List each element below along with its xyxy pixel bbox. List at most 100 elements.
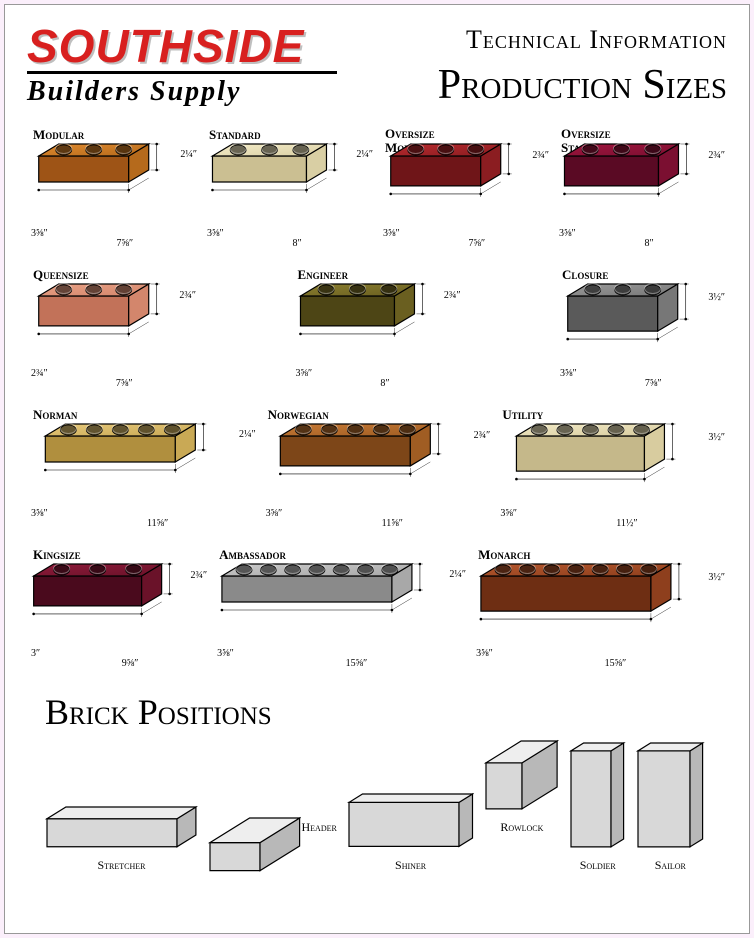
brick-width-dim: 3⅝″ — [559, 228, 576, 239]
position-brick-icon — [208, 816, 302, 873]
position-label: Sailor — [636, 858, 705, 873]
page: SOUTHSIDE Builders Supply Technical Info… — [4, 4, 750, 934]
brick-height-dim: 2¾″ — [474, 430, 491, 441]
position-label: Header — [301, 820, 336, 835]
position-label: Soldier — [569, 858, 626, 873]
position-rowlock: Rowlock — [484, 739, 559, 835]
brick-row: Kingsize 2¾″9⅝″3″Ambassador — [27, 547, 727, 677]
position-brick-icon — [636, 741, 705, 849]
position-stretcher: Stretcher — [45, 805, 198, 873]
brick-width-dim: 3⅝″ — [207, 228, 224, 239]
brick-length-dim: 8″ — [380, 378, 389, 389]
position-label: Rowlock — [484, 820, 559, 835]
brick-width-dim: 3⅝″ — [31, 508, 48, 519]
position-soldier: Soldier — [569, 741, 626, 873]
brick-row: Modular 2¼″7⅝″3⅝″Standard — [27, 127, 727, 257]
brick-height-dim: 3½″ — [708, 432, 725, 443]
brick-length-dim: 7⅝″ — [116, 378, 133, 389]
brick-icon — [277, 421, 455, 487]
technical-information-title: Technical Information — [438, 25, 727, 55]
brick-cell: Modular 2¼″7⅝″3⅝″ — [27, 127, 199, 257]
header: SOUTHSIDE Builders Supply Technical Info… — [27, 25, 727, 109]
brick-length-dim: 7⅝″ — [116, 238, 133, 249]
brick-cell — [467, 267, 553, 397]
brick-height-dim: 2¾″ — [190, 570, 207, 581]
brick-cell: Engineer 2¾″8″3⅝″ — [292, 267, 463, 397]
brick-icon — [31, 561, 187, 627]
brick-cell: Utility 3½″11½″3⅝″ — [496, 407, 727, 537]
brick-cell: Monarch 3½″15⅝″3⅝″ — [472, 547, 727, 677]
position-header: Header — [208, 816, 337, 873]
brick-cell — [202, 267, 288, 397]
brick-length-dim: 7⅝″ — [645, 378, 662, 389]
brick-icon — [209, 141, 351, 203]
brick-height-dim: 3½″ — [708, 572, 725, 583]
brick-width-dim: 3⅝″ — [296, 368, 313, 379]
brick-positions-row: Stretcher Header Shiner Rowlock Soldier … — [27, 741, 727, 873]
brick-positions-title: Brick Positions — [45, 691, 727, 733]
brick-icon — [564, 281, 702, 352]
brick-length-dim: 15⅝″ — [605, 658, 627, 669]
brick-height-dim: 2¾″ — [532, 150, 549, 161]
brick-length-dim: 11½″ — [616, 518, 637, 529]
brick-height-dim: 2¼″ — [449, 569, 466, 580]
brick-height-dim: 2¾″ — [708, 150, 725, 161]
position-brick-icon — [45, 805, 198, 849]
brick-icon — [388, 141, 526, 207]
brick-width-dim: 3″ — [31, 648, 40, 659]
position-sailor: Sailor — [636, 741, 705, 873]
brick-height-dim: 2¾″ — [179, 290, 196, 301]
brick-width-dim: 3⅝″ — [266, 508, 283, 519]
brick-length-dim: 8″ — [292, 238, 301, 249]
position-brick-icon — [569, 741, 626, 849]
logo-bottom: Builders Supply — [27, 76, 337, 108]
brick-cell: Norwegian 2¾″11⅝″3⅝″ — [262, 407, 493, 537]
brick-icon — [477, 561, 695, 632]
brick-height-dim: 2¼″ — [356, 149, 373, 160]
brick-cell: Queensize 2¾″7⅝″2¾″ — [27, 267, 198, 397]
brick-icon — [218, 561, 436, 623]
brick-icon — [513, 421, 689, 492]
brick-icon — [561, 141, 703, 207]
logo: SOUTHSIDE Builders Supply — [27, 25, 337, 108]
brick-row: Norman 2¼″11⅝″3⅝″Norwegian — [27, 407, 727, 537]
brick-cell: Standard 2¼″8″3⅝″ — [203, 127, 375, 257]
brick-cell: Kingsize 2¾″9⅝″3″ — [27, 547, 209, 677]
brick-length-dim: 9⅝″ — [122, 658, 139, 669]
position-shiner: Shiner — [347, 792, 475, 872]
brick-width-dim: 3⅝″ — [560, 368, 577, 379]
brick-width-dim: 3⅝″ — [31, 228, 48, 239]
brick-cell: OversizeStandard 2¾″8″3⅝″ — [555, 127, 727, 257]
production-sizes-title: Production Sizes — [438, 61, 727, 109]
brick-width-dim: 2¾″ — [31, 368, 48, 379]
brick-icon — [35, 281, 173, 347]
header-right: Technical Information Production Sizes — [438, 25, 727, 109]
brick-icon — [43, 421, 221, 483]
brick-cell: Norman 2¼″11⅝″3⅝″ — [27, 407, 258, 537]
brick-length-dim: 15⅝″ — [346, 658, 368, 669]
brick-length-dim: 11⅝″ — [147, 518, 168, 529]
brick-row: Queensize 2¾″7⅝″2¾″Engineer — [27, 267, 727, 397]
brick-icon — [36, 141, 174, 203]
brick-width-dim: 3⅝″ — [500, 508, 517, 519]
brick-cell: OversizeModular 2¾″7⅝″3⅝″ — [379, 127, 551, 257]
logo-top: SOUTHSIDE — [27, 25, 337, 74]
brick-length-dim: 8″ — [644, 238, 653, 249]
brick-length-dim: 11⅝″ — [382, 518, 403, 529]
brick-cell: Closure 3½″7⅝″3⅝″ — [556, 267, 727, 397]
position-label: Shiner — [347, 858, 475, 873]
brick-length-dim: 7⅝″ — [468, 238, 485, 249]
brick-height-dim: 2¾″ — [444, 290, 461, 301]
brick-height-dim: 3½″ — [708, 292, 725, 303]
brick-height-dim: 2¼″ — [180, 149, 197, 160]
position-brick-icon — [347, 792, 475, 848]
brick-grid: Modular 2¼″7⅝″3⅝″Standard — [27, 127, 727, 677]
brick-cell: Ambassador 2¼″15⅝″3⅝″ — [213, 547, 468, 677]
brick-width-dim: 3⅝″ — [383, 228, 400, 239]
brick-width-dim: 3⅝″ — [476, 648, 493, 659]
brick-height-dim: 2¼″ — [239, 429, 256, 440]
brick-icon — [297, 281, 439, 347]
position-brick-icon — [484, 739, 559, 811]
position-label: Stretcher — [45, 858, 198, 873]
brick-width-dim: 3⅝″ — [217, 648, 234, 659]
